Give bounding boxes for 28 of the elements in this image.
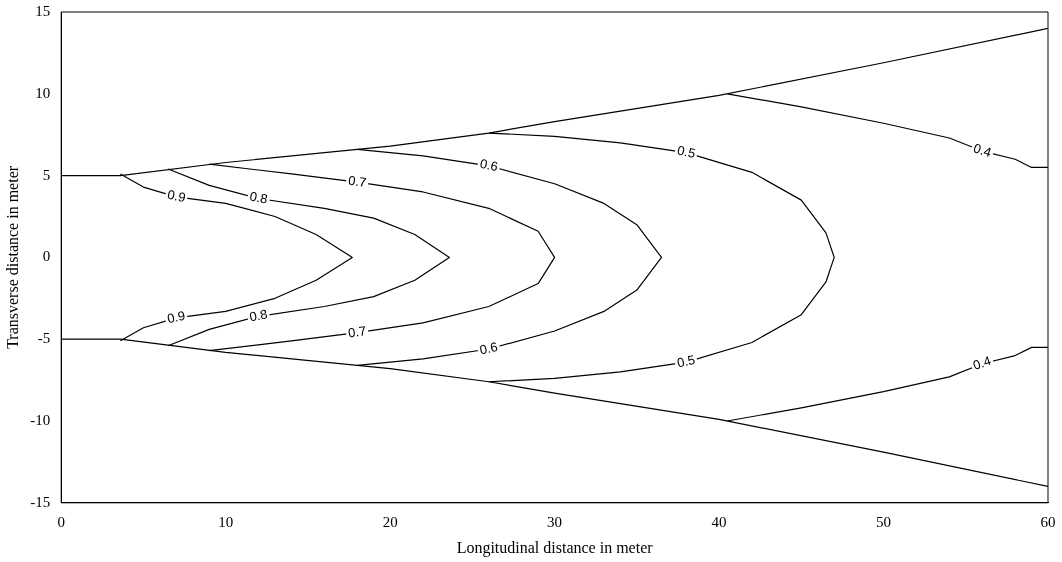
- series-label: 0.6: [478, 155, 500, 175]
- text: 0.9: [166, 186, 187, 206]
- text: 0.7: [347, 323, 368, 341]
- y-tick-label: -15: [30, 493, 51, 510]
- text: 0.6: [478, 338, 500, 358]
- series-label: 0.5: [675, 142, 697, 162]
- y-tick-label: -10: [30, 411, 51, 428]
- x-tick-label: 10: [218, 513, 234, 530]
- x-tick-label: 30: [547, 513, 563, 530]
- text: 0.8: [248, 188, 270, 207]
- series-label: 0.4: [971, 140, 994, 161]
- series-label: 0.9: [165, 307, 187, 327]
- y-tick-label: 15: [35, 2, 51, 19]
- x-tick-label: 60: [1040, 513, 1056, 530]
- x-axis-title: Longitudinal distance in meter: [456, 538, 654, 557]
- series-label: 0.8: [248, 306, 269, 325]
- y-tick-label: 10: [35, 84, 51, 101]
- x-tick-label: 0: [57, 513, 65, 530]
- y-axis-title: Transverse distance in meter: [3, 165, 21, 349]
- text: 0.5: [675, 351, 697, 371]
- x-tick-label: 20: [382, 513, 398, 530]
- series-label: 0.4: [971, 352, 993, 373]
- x-tick-label: 50: [876, 513, 892, 530]
- y-tick-label: 5: [42, 166, 51, 183]
- y-tick-label: -5: [37, 330, 51, 347]
- series-label: 0.7: [347, 172, 368, 190]
- x-tick-label: 40: [711, 513, 727, 530]
- y-tick-label: 0: [42, 248, 51, 265]
